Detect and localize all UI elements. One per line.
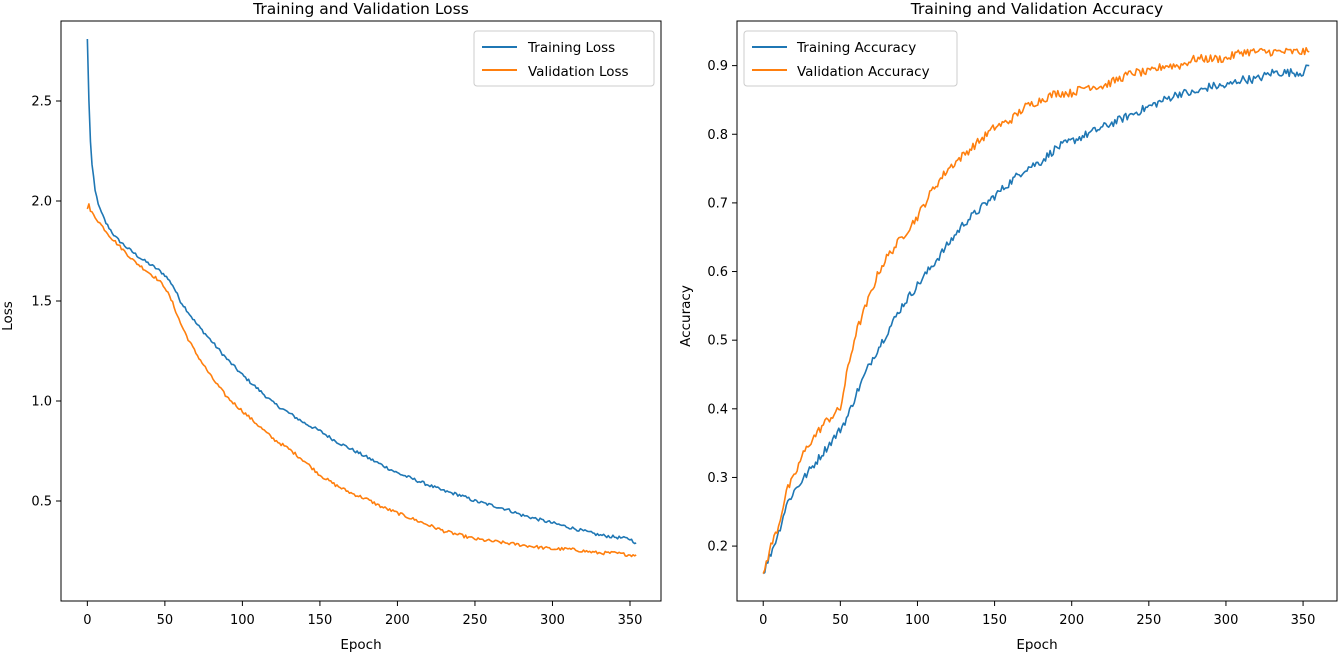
- plot-frame: [60, 20, 662, 602]
- x-tick-label: 100: [905, 613, 930, 628]
- series-line-training-accuracy: [762, 64, 1310, 575]
- y-tick-label: 0.3: [707, 471, 728, 486]
- series-line-validation-loss: [86, 203, 637, 558]
- legend-label-training-accuracy: Training Accuracy: [796, 40, 916, 56]
- accuracy-chart: Training and Validation Accuracy 0 50 100 1…: [678, 0, 1338, 653]
- y-axis-label: Accuracy: [678, 285, 694, 347]
- y-tick-label: 1.5: [31, 295, 52, 310]
- x-tick-label: 300: [1214, 613, 1239, 628]
- legend-label-validation-accuracy: Validation Accuracy: [797, 64, 930, 80]
- series-layer: [86, 38, 637, 558]
- chart-title: Training and Validation Accuracy: [910, 0, 1163, 18]
- y-tick-label: 0.5: [31, 495, 52, 510]
- y-tick-label: 1.0: [31, 395, 52, 410]
- y-tick-label: 0.5: [707, 334, 728, 349]
- y-tick-label: 2.0: [31, 195, 52, 210]
- x-tick-label: 0: [759, 613, 767, 628]
- x-tick-label: 150: [308, 613, 333, 628]
- x-tick-label: 200: [385, 613, 410, 628]
- y-tick-label: 0.4: [707, 402, 728, 417]
- y-tick-label: 0.2: [707, 540, 728, 555]
- chart-title: Training and Validation Loss: [252, 0, 469, 18]
- legend: Training Accuracy Validation Accuracy: [743, 30, 958, 87]
- y-tick-label: 0.9: [707, 59, 728, 74]
- y-tick-label: 0.6: [707, 265, 728, 280]
- x-tick-label: 300: [540, 613, 565, 628]
- legend-label-training-loss: Training Loss: [527, 40, 615, 56]
- loss-chart: Training and Validation Loss 0 50 100 150 20…: [0, 0, 662, 653]
- y-tick-label: 2.5: [31, 95, 52, 110]
- legend-label-validation-loss: Validation Loss: [528, 64, 629, 80]
- x-tick-label: 150: [982, 613, 1007, 628]
- y-axis-label: Loss: [0, 301, 16, 331]
- x-tick-label: 0: [83, 613, 91, 628]
- y-axis-ticks: 0.5 1.0 1.5 2.0 2.5: [31, 95, 61, 510]
- x-tick-label: 200: [1059, 613, 1084, 628]
- y-axis-ticks: 0.2 0.3 0.4 0.5 0.6 0.7 0.8 0.9: [707, 59, 737, 555]
- x-axis-label: Epoch: [1016, 637, 1057, 653]
- x-axis-label: Epoch: [340, 637, 381, 653]
- x-tick-label: 50: [832, 613, 849, 628]
- plot-frame: [736, 20, 1338, 602]
- x-tick-label: 250: [1136, 613, 1161, 628]
- y-tick-label: 0.8: [707, 128, 728, 143]
- series-line-validation-accuracy: [762, 47, 1310, 574]
- series-line-training-loss: [86, 38, 637, 545]
- x-axis-ticks: 0 50 100 150 200 250 300 350: [759, 601, 1315, 628]
- legend: Training Loss Validation Loss: [473, 30, 655, 87]
- x-tick-label: 350: [1291, 613, 1316, 628]
- x-tick-label: 250: [463, 613, 488, 628]
- legend-box: [743, 30, 958, 87]
- x-tick-label: 100: [230, 613, 255, 628]
- x-axis-ticks: 0 50 100 150 200 250 300 350: [83, 601, 642, 628]
- x-tick-label: 350: [618, 613, 643, 628]
- y-tick-label: 0.7: [707, 196, 728, 211]
- series-layer: [762, 47, 1310, 575]
- legend-box: [473, 30, 655, 87]
- x-tick-label: 50: [157, 613, 174, 628]
